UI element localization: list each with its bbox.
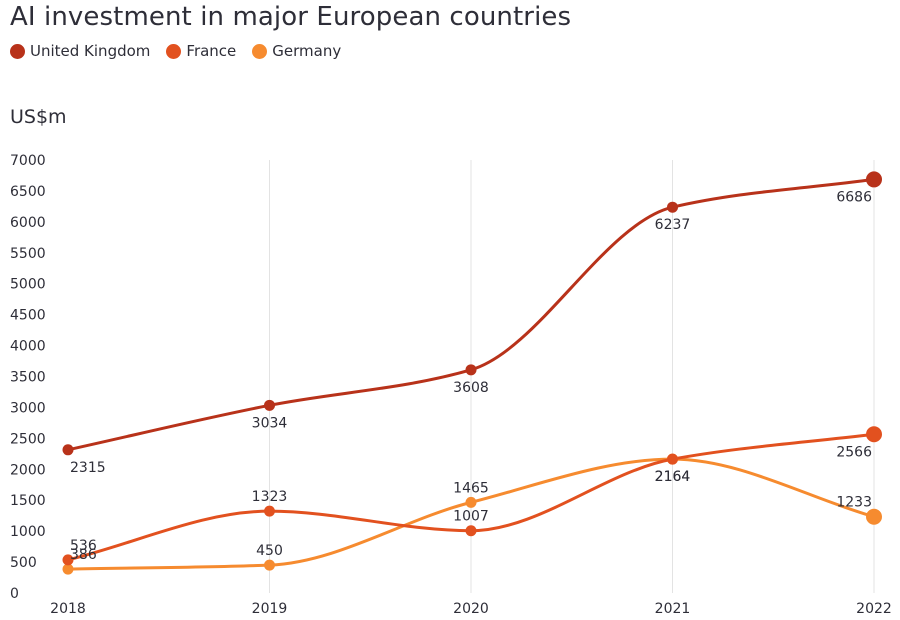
legend-marker-united-kingdom bbox=[10, 43, 25, 59]
y-tick-label-1000: 1000 bbox=[10, 524, 46, 540]
legend: United Kingdom France Germany bbox=[10, 42, 341, 60]
legend-item-france[interactable]: France bbox=[166, 42, 236, 60]
y-tick-label-2000: 2000 bbox=[10, 462, 46, 478]
data-label-france-2020: 1007 bbox=[453, 509, 489, 525]
y-tick-label-2500: 2500 bbox=[10, 431, 46, 447]
y-tick-label-4000: 4000 bbox=[10, 339, 46, 355]
y-tick-label-0: 0 bbox=[10, 586, 19, 602]
y-tick-label-5000: 5000 bbox=[10, 277, 46, 293]
legend-label-france: France bbox=[186, 42, 237, 60]
data-point-united-kingdom-2019[interactable] bbox=[264, 399, 275, 411]
data-point-france-2019[interactable] bbox=[264, 505, 275, 517]
data-point-united-kingdom-2018[interactable] bbox=[62, 444, 74, 456]
y-tick-label-3000: 3000 bbox=[10, 400, 46, 416]
data-label-germany-2021: 2164 bbox=[655, 469, 691, 485]
data-label-germany-2018: 386 bbox=[70, 547, 97, 563]
legend-item-united-kingdom[interactable]: United Kingdom bbox=[10, 42, 150, 60]
data-label-united-kingdom-2018: 2315 bbox=[70, 460, 106, 476]
legend-label-germany: Germany bbox=[272, 42, 342, 60]
data-label-france-2021: 2164 bbox=[655, 469, 691, 485]
y-tick-label-6500: 6500 bbox=[10, 184, 46, 200]
y-tick-label-6000: 6000 bbox=[10, 215, 46, 231]
legend-item-germany[interactable]: Germany bbox=[252, 42, 341, 60]
data-label-germany-2019: 450 bbox=[256, 543, 283, 559]
data-point-united-kingdom-2022[interactable] bbox=[866, 171, 882, 188]
data-label-united-kingdom-2021: 6237 bbox=[655, 217, 691, 233]
y-tick-label-5500: 5500 bbox=[10, 246, 46, 262]
y-tick-label-500: 500 bbox=[10, 555, 37, 571]
x-tick-label-2018: 2018 bbox=[50, 601, 86, 617]
legend-label-united-kingdom: United Kingdom bbox=[30, 42, 151, 60]
y-tick-label-1500: 1500 bbox=[10, 493, 46, 509]
data-label-united-kingdom-2022: 6686 bbox=[836, 189, 872, 205]
data-label-france-2019: 1323 bbox=[252, 489, 288, 505]
x-tick-label-2021: 2021 bbox=[655, 601, 691, 617]
legend-marker-france bbox=[166, 43, 182, 59]
data-point-germany-2020[interactable] bbox=[465, 496, 477, 508]
x-tick-label-2019: 2019 bbox=[252, 601, 288, 617]
y-tick-label-4500: 4500 bbox=[10, 308, 46, 324]
data-label-germany-2022: 1233 bbox=[836, 495, 872, 511]
data-point-france-2020[interactable] bbox=[465, 525, 477, 537]
data-label-france-2022: 2566 bbox=[836, 444, 872, 460]
x-tick-label-2020: 2020 bbox=[453, 601, 489, 617]
chart-title: AI investment in major European countrie… bbox=[10, 2, 572, 32]
legend-marker-germany bbox=[252, 43, 268, 59]
data-label-france-2018: 536 bbox=[70, 538, 97, 554]
x-tick-label-2022: 2022 bbox=[856, 601, 892, 617]
data-point-germany-2018[interactable] bbox=[62, 563, 74, 575]
y-axis-unit-label: US$m bbox=[10, 106, 67, 128]
data-label-united-kingdom-2020: 3608 bbox=[453, 380, 489, 396]
data-label-united-kingdom-2019: 3034 bbox=[252, 415, 288, 431]
data-point-france-2022[interactable] bbox=[866, 426, 882, 443]
data-point-germany-2022[interactable] bbox=[866, 508, 882, 525]
y-tick-label-3500: 3500 bbox=[10, 370, 46, 386]
y-tick-label-7000: 7000 bbox=[10, 153, 46, 169]
data-label-germany-2020: 1465 bbox=[453, 480, 489, 496]
data-point-germany-2019[interactable] bbox=[264, 559, 275, 571]
data-point-france-2018[interactable] bbox=[62, 554, 74, 566]
data-point-united-kingdom-2020[interactable] bbox=[465, 364, 477, 376]
data-point-united-kingdom-2021[interactable] bbox=[667, 201, 678, 213]
data-point-france-2021[interactable] bbox=[667, 453, 678, 465]
